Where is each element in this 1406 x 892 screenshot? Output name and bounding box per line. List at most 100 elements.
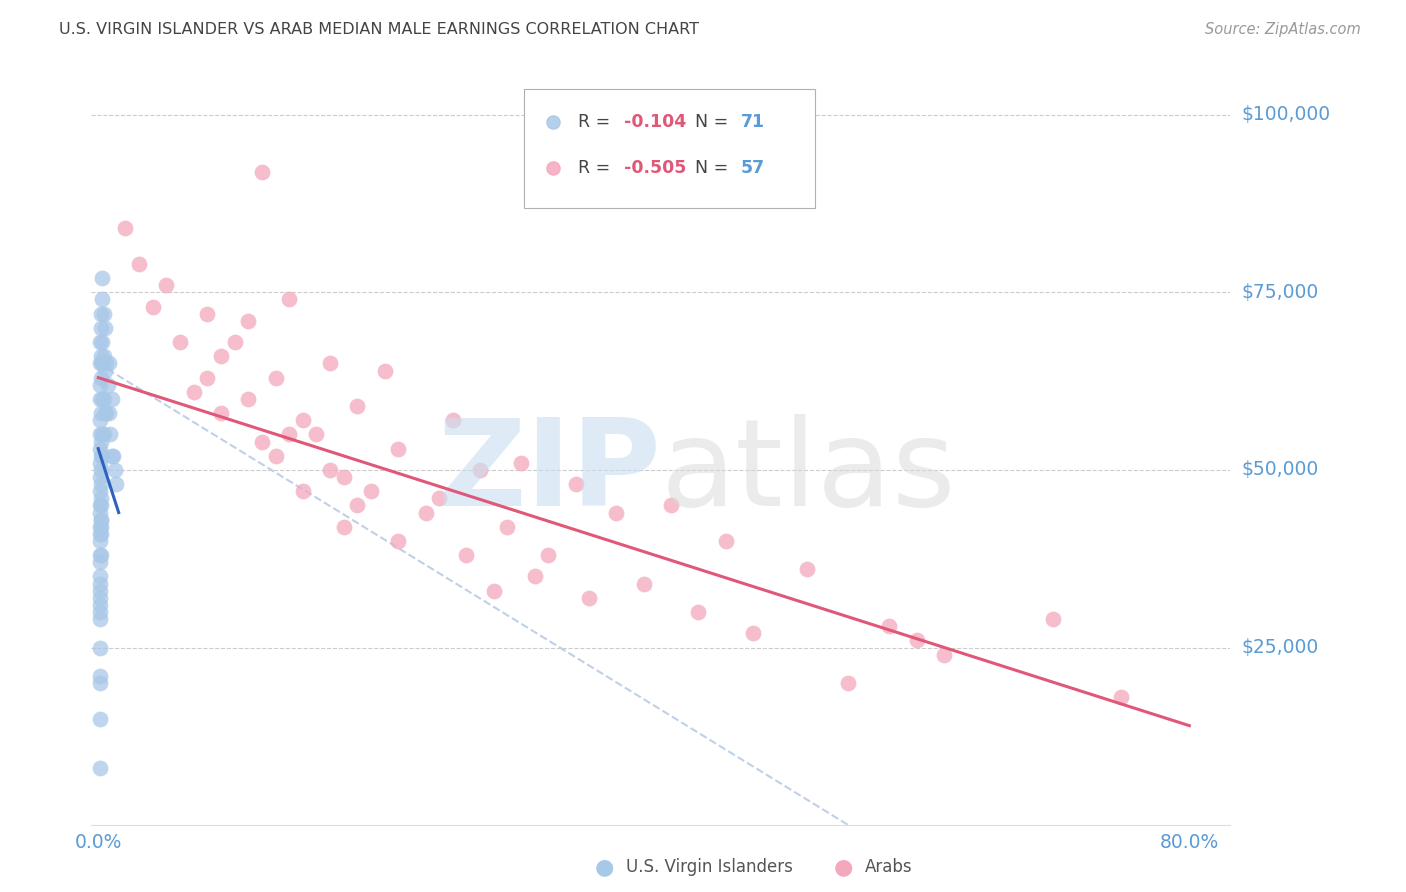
Point [523,569,546,583]
Point [90,491,112,506]
Text: R =: R = [578,159,616,177]
Point [89,583,111,598]
Point [332,520,354,534]
Point [89,520,111,534]
Text: ZIP: ZIP [437,414,661,531]
Point [94,363,117,377]
Point [456,548,478,562]
Point [90,513,112,527]
Point [183,384,205,399]
Point [387,533,409,548]
Point [796,562,818,576]
Point [91,335,114,350]
Point [97,377,120,392]
Point [905,633,928,648]
Point [90,406,112,420]
Text: ●: ● [595,857,614,877]
Point [89,413,111,427]
Text: R =: R = [578,112,616,130]
Point [91,392,114,406]
Text: -0.505: -0.505 [624,159,686,177]
Point [142,300,165,314]
Point [714,533,737,548]
Point [837,676,859,690]
Text: atlas: atlas [661,414,956,531]
Point [537,548,560,562]
Point [90,349,112,363]
Text: N =: N = [695,112,734,130]
Point [103,463,125,477]
Point [89,392,111,406]
Point [90,434,112,449]
Point [441,413,464,427]
Point [90,527,112,541]
Point [90,477,112,491]
Point [224,335,246,350]
Point [104,477,127,491]
Point [89,527,111,541]
Point [195,307,218,321]
Point [89,676,111,690]
Point [89,576,111,591]
Point [90,449,112,463]
Point [482,583,505,598]
Point [91,427,114,442]
Text: Source: ZipAtlas.com: Source: ZipAtlas.com [1205,22,1361,37]
Point [1042,612,1064,626]
Point [91,449,114,463]
Point [250,434,273,449]
Point [238,392,260,406]
Text: $50,000: $50,000 [1241,460,1319,480]
Text: N =: N = [695,159,734,177]
Point [209,406,232,420]
Point [659,499,682,513]
Point [89,598,111,612]
Point [89,612,111,626]
Point [250,164,273,178]
Point [90,548,112,562]
Point [155,278,177,293]
Point [332,470,354,484]
Point [387,442,409,456]
Point [91,356,114,370]
Point [578,591,600,605]
Point [128,257,150,271]
Point [93,349,115,363]
Point [90,513,112,527]
Point [688,605,710,619]
Point [89,506,111,520]
Text: U.S. Virgin Islanders: U.S. Virgin Islanders [626,858,793,876]
Text: $75,000: $75,000 [1241,283,1319,301]
Point [89,605,111,619]
Text: ●: ● [834,857,853,877]
Point [89,377,111,392]
Point [427,491,450,506]
Point [496,520,519,534]
Point [94,321,117,335]
Point [89,548,111,562]
Point [89,499,111,513]
Point [319,463,342,477]
Point [374,363,396,377]
Point [96,356,118,370]
Point [89,456,111,470]
Point [169,335,191,350]
Point [605,506,627,520]
Point [741,626,763,640]
Point [264,449,287,463]
Point [100,427,122,442]
Point [93,392,115,406]
Point [209,349,232,363]
Point [89,470,111,484]
Point [93,307,115,321]
Text: $100,000: $100,000 [1241,105,1330,124]
Point [877,619,900,633]
Point [89,640,111,655]
Point [346,399,368,413]
Point [319,356,342,370]
Text: 71: 71 [741,112,765,130]
Point [195,370,218,384]
Point [238,314,260,328]
Point [101,392,124,406]
Text: $25,000: $25,000 [1241,638,1319,657]
